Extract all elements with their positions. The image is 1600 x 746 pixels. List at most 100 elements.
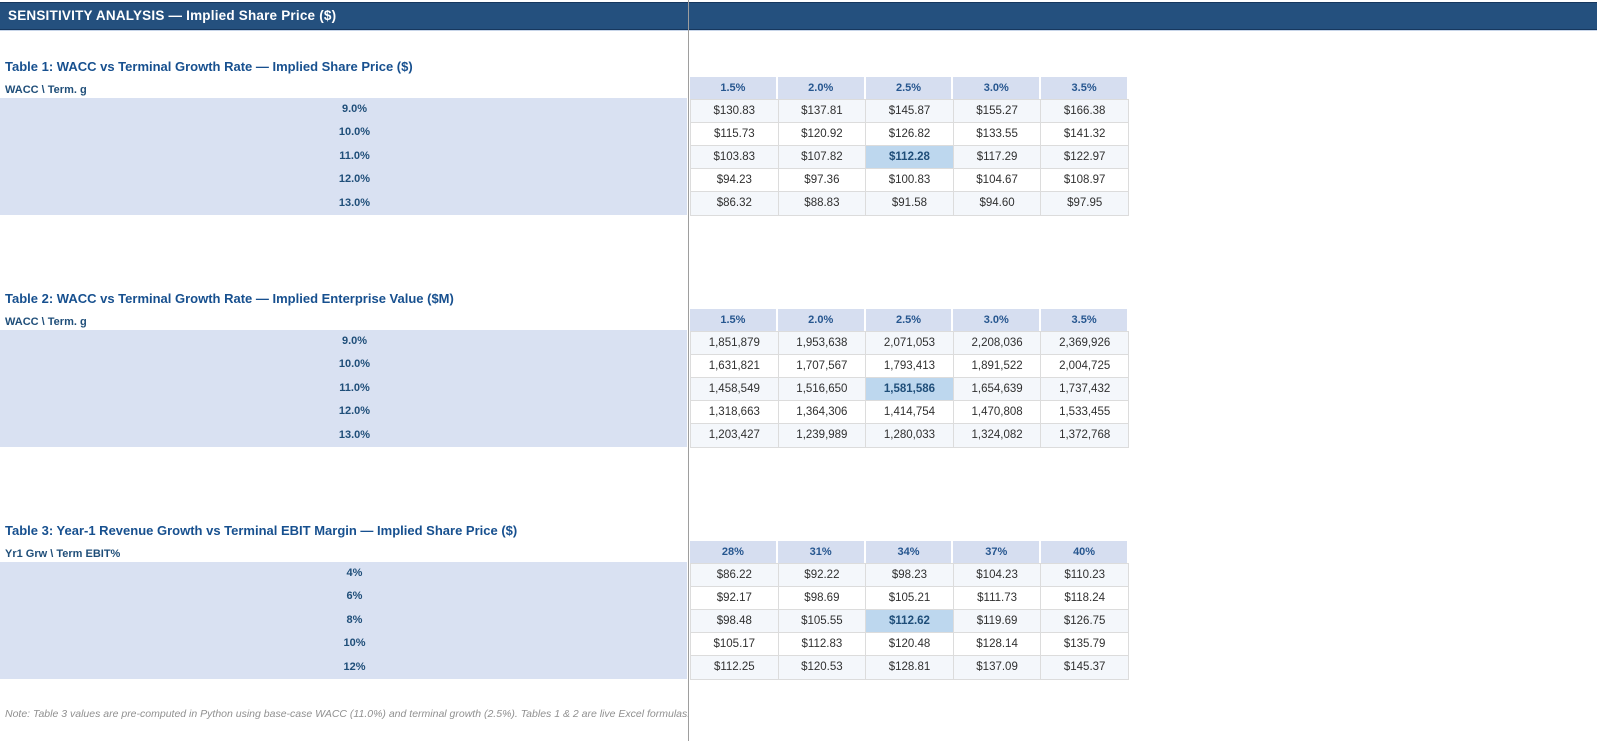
data-cell-r0c4[interactable]: $166.38 [1063, 105, 1106, 117]
data-cell-r0c4[interactable]: 2,369,926 [1059, 337, 1111, 349]
col-header-3[interactable]: 37% [951, 541, 1040, 563]
data-cell-r4c4[interactable]: 1,372,768 [1059, 429, 1111, 441]
data-cell-r2c4[interactable]: $126.75 [1063, 615, 1106, 627]
row-header-2[interactable]: 11.0% [339, 381, 370, 394]
data-cell-r1c3[interactable]: $111.73 [954, 587, 1042, 609]
data-cell-r0c0[interactable]: $86.22 [691, 564, 779, 586]
row-header-4[interactable]: 13.0% [338, 196, 371, 209]
data-cell-r1c0[interactable]: 1,631,821 [691, 355, 779, 377]
data-cell-r2c4[interactable]: $122.97 [1063, 151, 1106, 163]
data-cell-r4c2[interactable]: $128.81 [866, 656, 954, 679]
row-header-4[interactable]: 13.0% [338, 428, 371, 441]
row-header-3[interactable]: 12.0% [338, 173, 371, 186]
data-cell-r3c4[interactable]: $108.97 [1063, 174, 1106, 186]
row-header-3[interactable]: 12.0% [338, 405, 371, 418]
col-header-2[interactable]: 2.5% [863, 309, 952, 331]
data-cell-r2c3[interactable]: 1,654,639 [954, 378, 1042, 400]
data-cell-r1c4[interactable]: $141.32 [1063, 128, 1106, 140]
data-cell-r2c0[interactable]: $103.83 [691, 146, 779, 168]
data-cell-r2c1[interactable]: $107.82 [779, 146, 867, 168]
data-cell-r3c1[interactable]: $97.36 [779, 169, 867, 191]
data-cell-r3c1[interactable]: $112.83 [779, 633, 867, 655]
data-cell-r0c4[interactable]: $110.23 [1064, 569, 1106, 581]
data-cell-r1c1[interactable]: 1,707,567 [779, 355, 867, 377]
col-header-0[interactable]: 1.5% [690, 309, 776, 331]
col-header-1[interactable]: 2.0% [775, 77, 864, 99]
col-header-1[interactable]: 31% [775, 541, 864, 563]
row-header-1[interactable]: 10.0% [338, 358, 371, 371]
data-cell-r4c0[interactable]: 1,203,427 [691, 424, 779, 447]
data-cell-r4c4[interactable]: $145.37 [1063, 661, 1106, 673]
col-header-4[interactable]: 3.5% [1039, 77, 1127, 99]
data-cell-r0c0[interactable]: $130.83 [691, 100, 779, 122]
data-cell-r3c3[interactable]: 1,470,808 [954, 401, 1042, 423]
data-cell-r4c3[interactable]: $94.60 [954, 192, 1042, 215]
col-header-4[interactable]: 3.5% [1039, 309, 1127, 331]
data-cell-r1c4[interactable]: $118.24 [1064, 592, 1106, 604]
data-cell-r3c2[interactable]: $120.48 [866, 633, 954, 655]
data-cell-r0c2[interactable]: $98.23 [866, 564, 954, 586]
data-cell-r4c4[interactable]: $97.95 [1067, 197, 1103, 209]
col-header-4[interactable]: 40% [1039, 541, 1127, 563]
row-header-0[interactable]: 4% [346, 567, 363, 579]
data-cell-r0c3[interactable]: $104.23 [954, 564, 1042, 586]
data-cell-r3c0[interactable]: 1,318,663 [691, 401, 779, 423]
data-cell-r3c2[interactable]: $100.83 [866, 169, 954, 191]
data-cell-r0c2[interactable]: $145.87 [866, 100, 954, 122]
data-cell-r3c3[interactable]: $104.67 [954, 169, 1042, 191]
data-cell-r1c1[interactable]: $98.69 [779, 587, 867, 609]
col-header-2[interactable]: 2.5% [863, 77, 952, 99]
data-cell-r0c2[interactable]: 2,071,053 [866, 332, 954, 354]
data-cell-r2c4[interactable]: 1,737,432 [1059, 383, 1111, 395]
col-header-3[interactable]: 3.0% [951, 77, 1040, 99]
data-cell-r3c1[interactable]: 1,364,306 [779, 401, 867, 423]
row-header-4[interactable]: 12% [343, 660, 366, 673]
data-cell-r2c1[interactable]: 1,516,650 [779, 378, 867, 400]
highlighted-base-case-cell[interactable]: $112.28 [866, 146, 954, 168]
row-header-3[interactable]: 10% [343, 637, 366, 650]
data-cell-r0c1[interactable]: $92.22 [779, 564, 867, 586]
data-cell-r3c4[interactable]: 1,533,455 [1059, 406, 1111, 418]
data-cell-r0c3[interactable]: $155.27 [954, 100, 1042, 122]
col-header-0[interactable]: 28% [690, 541, 776, 563]
data-cell-r2c3[interactable]: $117.29 [954, 146, 1042, 168]
data-cell-r3c4[interactable]: $135.79 [1063, 638, 1106, 650]
data-cell-r3c0[interactable]: $94.23 [691, 169, 779, 191]
data-cell-r0c1[interactable]: $137.81 [779, 100, 867, 122]
data-cell-r4c3[interactable]: 1,324,082 [954, 424, 1042, 447]
data-cell-r3c2[interactable]: 1,414,754 [866, 401, 954, 423]
data-cell-r4c0[interactable]: $86.32 [691, 192, 779, 215]
row-header-0[interactable]: 9.0% [341, 335, 368, 347]
data-cell-r4c1[interactable]: $120.53 [779, 656, 867, 679]
data-cell-r4c1[interactable]: $88.83 [779, 192, 867, 215]
data-cell-r0c0[interactable]: 1,851,879 [691, 332, 779, 354]
data-cell-r1c2[interactable]: 1,793,413 [866, 355, 954, 377]
data-cell-r4c1[interactable]: 1,239,989 [779, 424, 867, 447]
data-cell-r1c3[interactable]: $133.55 [954, 123, 1042, 145]
data-cell-r1c0[interactable]: $115.73 [691, 123, 779, 145]
data-cell-r3c0[interactable]: $105.17 [691, 633, 779, 655]
data-cell-r1c0[interactable]: $92.17 [691, 587, 779, 609]
row-header-0[interactable]: 9.0% [341, 103, 368, 115]
data-cell-r2c1[interactable]: $105.55 [779, 610, 867, 632]
data-cell-r0c1[interactable]: 1,953,638 [779, 332, 867, 354]
col-header-0[interactable]: 1.5% [690, 77, 776, 99]
data-cell-r2c3[interactable]: $119.69 [954, 610, 1042, 632]
data-cell-r1c2[interactable]: $126.82 [866, 123, 954, 145]
row-header-1[interactable]: 10.0% [338, 126, 371, 139]
col-header-3[interactable]: 3.0% [951, 309, 1040, 331]
col-header-2[interactable]: 34% [863, 541, 952, 563]
data-cell-r4c0[interactable]: $112.25 [691, 656, 779, 679]
data-cell-r1c4[interactable]: 2,004,725 [1059, 360, 1111, 372]
data-cell-r4c2[interactable]: 1,280,033 [866, 424, 954, 447]
row-header-1[interactable]: 6% [346, 590, 363, 603]
data-cell-r4c2[interactable]: $91.58 [866, 192, 954, 215]
col-header-1[interactable]: 2.0% [775, 309, 864, 331]
data-cell-r1c2[interactable]: $105.21 [866, 587, 954, 609]
data-cell-r2c0[interactable]: $98.48 [691, 610, 779, 632]
data-cell-r2c0[interactable]: 1,458,549 [691, 378, 779, 400]
highlighted-base-case-cell[interactable]: 1,581,586 [866, 378, 954, 400]
highlighted-base-case-cell[interactable]: $112.62 [866, 610, 954, 632]
row-header-2[interactable]: 8% [346, 613, 363, 626]
data-cell-r0c3[interactable]: 2,208,036 [954, 332, 1042, 354]
